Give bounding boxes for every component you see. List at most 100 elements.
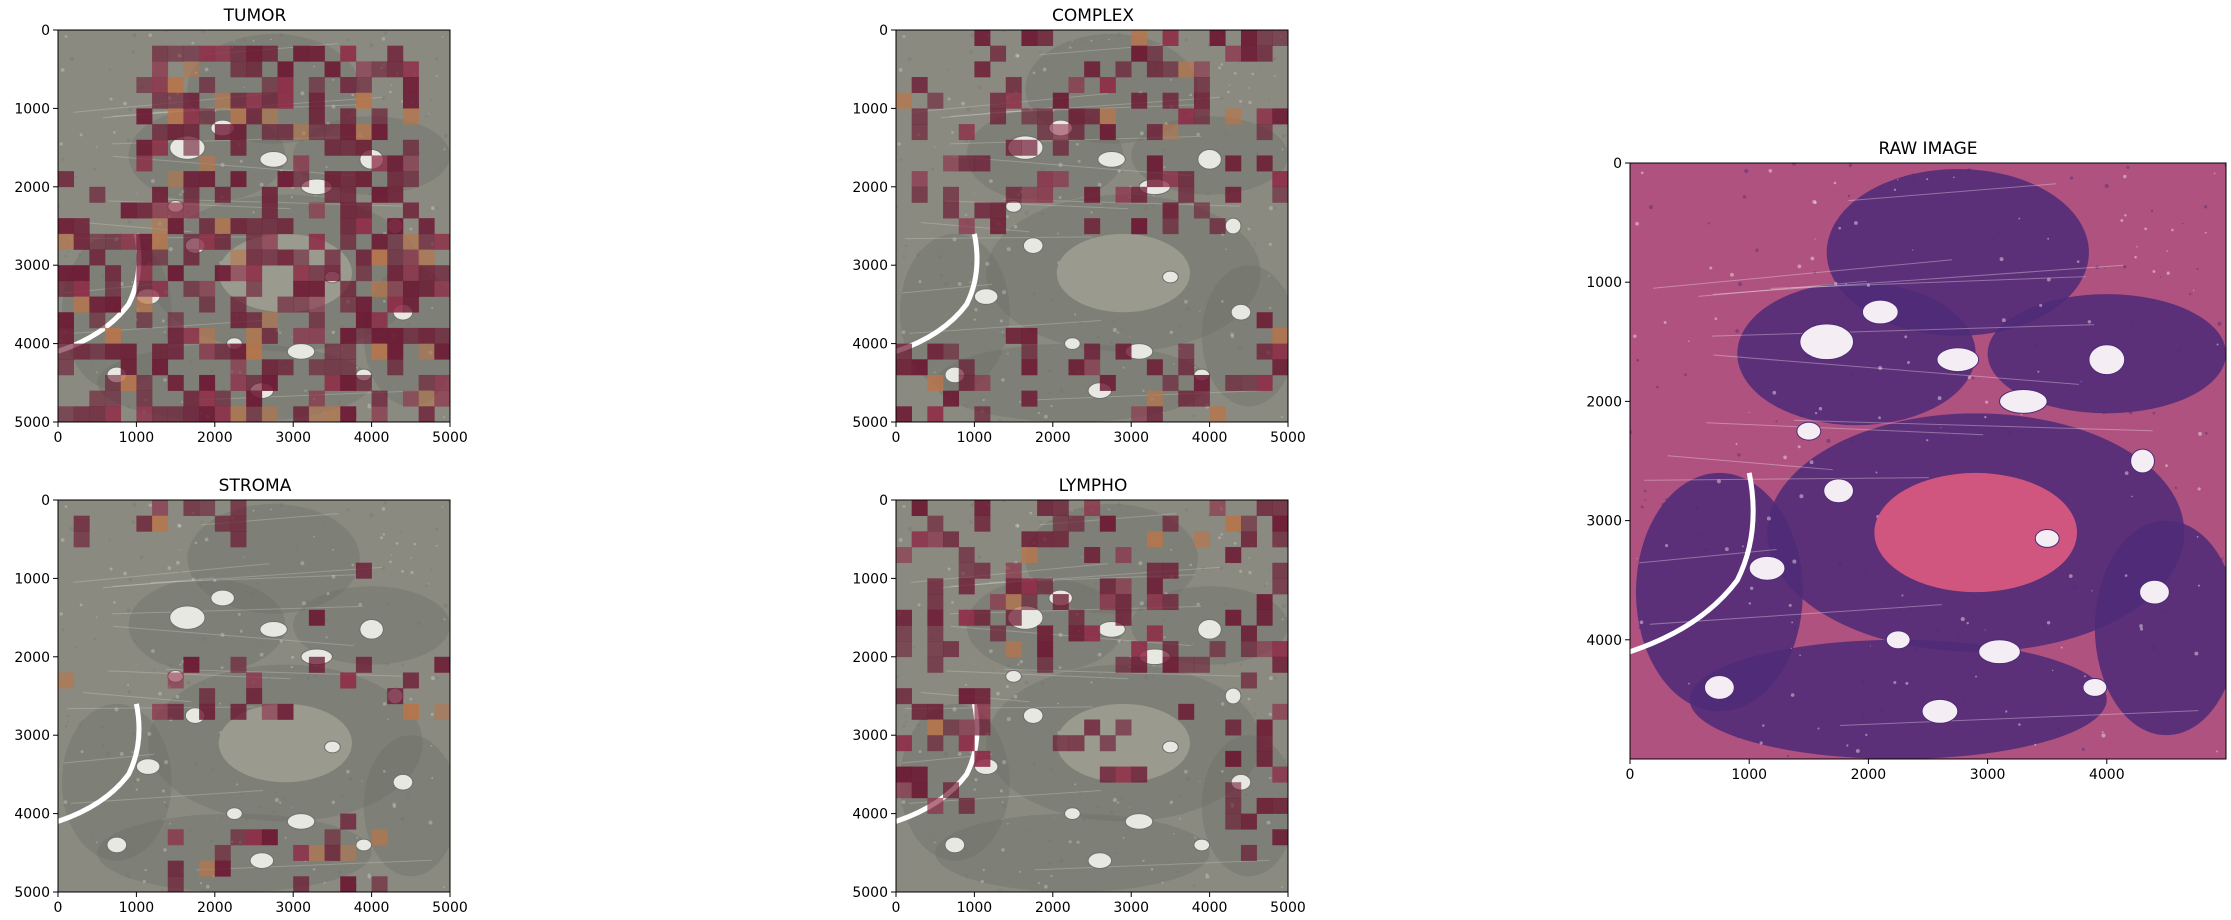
tissue-speck — [194, 761, 199, 766]
tissue-speck — [1845, 291, 1850, 296]
tissue-speck — [2091, 590, 2093, 592]
tissue-speck — [1082, 817, 1087, 822]
heatmap-cell — [1099, 515, 1116, 532]
heatmap-cell — [418, 265, 435, 282]
tissue-speck — [2080, 381, 2082, 383]
heatmap-cell — [927, 406, 944, 422]
heatmap-cell — [1131, 766, 1148, 783]
tissue-speck — [1161, 881, 1164, 884]
x-tick-label: 4000 — [354, 900, 390, 916]
tissue-speck — [409, 697, 413, 701]
heatmap-cell — [1115, 578, 1132, 595]
heatmap-cell — [340, 124, 357, 141]
tissue-speck — [980, 879, 984, 883]
tissue-speck — [2035, 343, 2039, 347]
heatmap-cell — [167, 876, 184, 892]
heatmap-cell — [214, 343, 231, 360]
tissue-speck — [382, 300, 386, 303]
tissue-speck — [944, 282, 949, 287]
tissue-speck — [1001, 378, 1005, 382]
heatmap-cell — [974, 750, 991, 767]
heatmap-cell — [1146, 45, 1163, 62]
tissue-speck — [169, 194, 173, 198]
heatmap-cell — [1115, 186, 1132, 203]
tissue-speck — [381, 37, 386, 41]
tissue-speck — [1184, 769, 1188, 774]
heatmap-cell — [152, 280, 169, 297]
tissue-speck — [431, 776, 434, 780]
heatmap-cell — [896, 688, 912, 705]
tissue-speck — [132, 503, 137, 508]
tissue-speck — [1233, 71, 1237, 75]
tissue-speck — [1058, 162, 1063, 167]
tissue-speck — [982, 868, 985, 872]
heatmap-cell — [387, 171, 404, 188]
heatmap-cell — [434, 327, 450, 344]
tissue-speck — [93, 637, 96, 641]
tissue-speck — [356, 836, 359, 839]
tissue-speck — [201, 30, 205, 34]
heatmap-cell — [355, 562, 372, 579]
heatmap-cell — [1272, 562, 1288, 579]
tissue-speck — [1861, 750, 1863, 752]
gland-lumen — [249, 852, 275, 869]
heatmap-cell — [261, 77, 278, 94]
heatmap-cell — [1272, 108, 1288, 125]
heatmap-cell — [1052, 594, 1069, 611]
heatmap-cell — [58, 218, 74, 235]
tissue-speck — [219, 702, 222, 705]
panel-title: TUMOR — [223, 6, 287, 26]
tissue-speck — [1120, 639, 1124, 643]
tissue-speck — [1749, 586, 1754, 590]
tissue-speck — [1735, 442, 1738, 446]
tissue-speck — [1144, 130, 1148, 134]
tissue-speck — [367, 404, 372, 409]
tissue-speck — [1268, 676, 1273, 681]
heatmap-cell — [1162, 92, 1179, 109]
tissue-speck — [1247, 227, 1251, 231]
tissue-speck — [1071, 510, 1073, 512]
tissue-speck — [389, 90, 392, 94]
tissue-speck — [912, 646, 916, 649]
heatmap-cell — [1005, 578, 1022, 595]
x-tick-label: 2000 — [197, 900, 233, 916]
heatmap-cell — [371, 327, 388, 344]
tissue-speck — [2150, 209, 2154, 213]
heatmap-cell — [958, 609, 975, 626]
tissue-speck — [1268, 274, 1271, 277]
tissue-speck — [1071, 40, 1073, 42]
tissue-speck — [1173, 833, 1175, 835]
heatmap-cell — [277, 124, 294, 141]
heatmap-cell — [387, 296, 404, 313]
tissue-fiber — [112, 625, 354, 647]
heatmap-cell — [1256, 797, 1273, 814]
tissue-speck — [1186, 306, 1191, 311]
gland-cluster — [1201, 265, 1288, 407]
heatmap-cell — [355, 77, 372, 94]
tissue-speck — [1007, 352, 1009, 355]
heatmap-cell — [958, 688, 975, 705]
tissue-speck — [1117, 502, 1122, 507]
heatmap-cell — [927, 594, 944, 611]
y-tick-label: 2000 — [14, 180, 50, 196]
tissue-speck — [392, 802, 396, 807]
tissue-speck — [243, 36, 245, 38]
heatmap-cell — [105, 233, 122, 250]
tissue-fiber — [1770, 276, 2086, 289]
tissue-speck — [2104, 267, 2106, 269]
heatmap-cell — [1146, 61, 1163, 78]
tissue-speck — [1170, 78, 1172, 81]
tissue-speck — [1082, 590, 1086, 594]
tissue-speck — [74, 176, 78, 179]
heatmap-cell — [340, 672, 357, 689]
tissue-fiber — [1712, 324, 2095, 337]
heatmap-cell — [199, 233, 216, 250]
heatmap-cell — [418, 218, 435, 235]
tissue-speck — [1228, 84, 1231, 86]
tissue-speck — [59, 142, 63, 146]
tissue-speck — [2046, 620, 2051, 625]
tissue-speck — [323, 523, 327, 526]
tissue-speck — [1001, 818, 1003, 820]
heatmap-cell — [167, 265, 184, 282]
tissue-speck — [1878, 365, 1883, 371]
